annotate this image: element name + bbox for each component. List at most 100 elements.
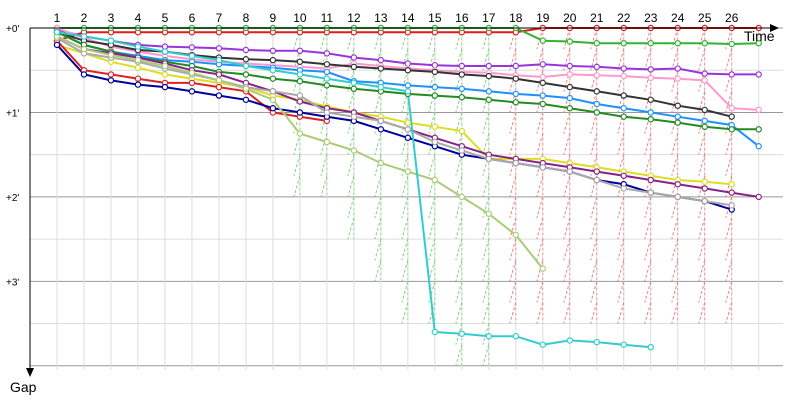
- data-point: [512, 90, 520, 98]
- pit-stop-marker: [590, 27, 598, 50]
- data-point: [674, 102, 681, 109]
- pit-stop-marker: [455, 154, 463, 176]
- data-point: [323, 68, 331, 76]
- data-point: [350, 147, 358, 154]
- data-point: [485, 72, 493, 80]
- data-point: [296, 77, 304, 85]
- data-point: [728, 202, 735, 209]
- pit-stop-marker: [401, 70, 409, 92]
- data-point: [296, 47, 304, 55]
- pit-stop-marker: [644, 27, 652, 50]
- data-point: [620, 341, 627, 348]
- data-point: [566, 62, 573, 70]
- data-point: [431, 68, 439, 76]
- data-point: [323, 75, 331, 82]
- data-point: [377, 159, 385, 167]
- pit-stop-marker: [536, 112, 544, 134]
- data-point: [188, 44, 196, 51]
- data-point: [647, 115, 654, 123]
- data-point: [701, 123, 708, 131]
- data-point: [404, 119, 412, 126]
- pit-stop-marker: [401, 48, 409, 71]
- pit-stop-marker: [698, 196, 706, 219]
- pit-stop-marker: [698, 154, 706, 176]
- data-point: [593, 176, 600, 184]
- data-point: [323, 61, 331, 68]
- pit-stop-marker: [401, 196, 409, 219]
- series-line: [56, 31, 732, 118]
- data-point: [188, 52, 196, 60]
- pit-stop-marker: [617, 154, 625, 176]
- data-point: [674, 40, 681, 47]
- pit-stop-marker: [482, 27, 490, 50]
- data-point: [431, 328, 439, 336]
- data-point: [512, 99, 520, 106]
- pit-stop-marker: [482, 217, 490, 240]
- pit-stop-marker: [671, 238, 679, 261]
- pit-stop-marker: [320, 91, 328, 113]
- data-point: [485, 88, 493, 95]
- data-point: [404, 67, 412, 74]
- data-point: [485, 210, 493, 217]
- data-point: [350, 113, 358, 120]
- pit-stop-marker: [563, 217, 571, 240]
- pit-stop-marker: [590, 217, 598, 240]
- data-point: [242, 71, 250, 78]
- pit-stop-marker: [455, 91, 463, 113]
- data-point: [755, 106, 762, 114]
- data-point: [296, 58, 304, 65]
- data-point: [728, 181, 735, 188]
- pit-stop-marker: [671, 175, 679, 198]
- pit-stop-marker: [563, 281, 571, 303]
- pit-stop-marker: [590, 112, 598, 134]
- pit-stop-marker: [617, 175, 625, 198]
- data-point: [404, 134, 412, 141]
- x-axis-label: Time: [744, 28, 775, 44]
- data-point: [620, 113, 627, 120]
- data-point: [593, 168, 600, 175]
- pit-stop-marker: [347, 175, 355, 198]
- data-point: [350, 85, 358, 93]
- pit-stop-marker: [482, 48, 490, 71]
- data-point: [242, 56, 250, 63]
- data-point: [485, 96, 493, 103]
- pit-stop-marker: [725, 27, 733, 50]
- pit-stop-marker: [455, 344, 463, 366]
- pit-stop-marker: [320, 112, 328, 134]
- y-tick-label: +3': [6, 277, 19, 288]
- data-point: [269, 67, 277, 74]
- pit-stop-marker: [428, 133, 436, 155]
- data-point: [620, 40, 627, 47]
- pit-stop-marker: [725, 133, 733, 155]
- pit-stop-marker: [347, 112, 355, 134]
- x-tick-labels: 1 2 3 4 5 6 7 8 9 10 11 12 13 14 15 16 17 18 19 20 21 22 23 24 2…: [54, 11, 739, 25]
- x-tick-label: 24: [671, 11, 685, 25]
- pit-stop-marker: [590, 260, 598, 282]
- pit-stop-marker: [590, 70, 598, 92]
- pit-stop-marker: [671, 133, 679, 155]
- pit-stop-marker: [671, 70, 679, 92]
- data-point: [539, 92, 546, 99]
- pit-stop-marker: [374, 217, 382, 240]
- pit-stop-marker: [455, 48, 463, 71]
- pit-stop-marker: [428, 281, 436, 303]
- data-point: [431, 138, 439, 146]
- data-point: [134, 43, 142, 50]
- pit-stop-marker: [320, 175, 328, 198]
- data-point: [512, 333, 520, 340]
- series-line: [56, 37, 732, 207]
- pit-stop-marker: [590, 91, 598, 113]
- pit-stop-marker: [374, 91, 382, 113]
- data-point: [647, 189, 654, 196]
- data-point: [323, 138, 331, 146]
- x-tick-label: 5: [162, 11, 169, 25]
- pit-stop-marker: [455, 112, 463, 134]
- pit-stop-marker: [455, 175, 463, 198]
- data-point: [755, 143, 762, 150]
- data-point: [296, 71, 304, 78]
- data-point: [512, 62, 520, 70]
- pit-stop-marker: [428, 91, 436, 113]
- pit-stop-marker: [644, 217, 652, 240]
- pit-stop-marker: [482, 70, 490, 92]
- data-point: [134, 64, 142, 71]
